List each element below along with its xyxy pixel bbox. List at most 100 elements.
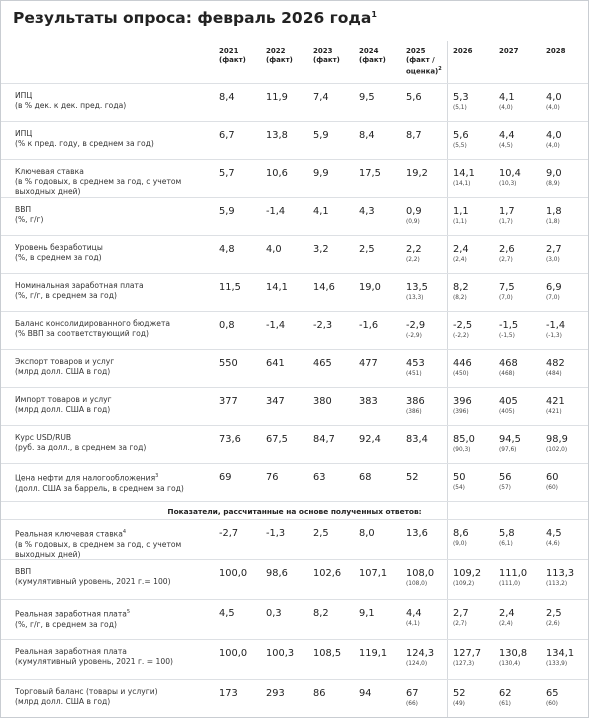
row-unit: (кумулятивный уровень, 2021 г. = 100) <box>15 657 173 666</box>
row-label-block: Реальная ключевая ставка4 (в % годовых, в… <box>15 527 205 560</box>
cell-value: 94 <box>359 688 372 699</box>
cell-note: (4,6) <box>546 541 560 547</box>
cell-value: 5,7 <box>219 168 235 179</box>
cell-note: (124,0) <box>406 661 428 667</box>
row-label: ИПЦ <box>15 91 205 101</box>
cell-value: 2,2 <box>406 244 422 255</box>
row-unit: (млрд долл. США в год) <box>15 405 111 414</box>
cell-value: 2,5 <box>313 528 329 539</box>
cell-note: (61) <box>499 701 511 707</box>
table-row: Цена нефти для налогообложения3 (долл. СШ… <box>1 463 588 502</box>
cell-note: (-2,2) <box>453 333 469 339</box>
header-sub: (факт / оценка)2 <box>406 56 452 76</box>
row-label-text: ИПЦ <box>15 91 33 100</box>
row-label-text: ИПЦ <box>15 129 33 138</box>
cell-value: 347 <box>266 396 285 407</box>
cell-value: 2,7 <box>453 608 469 619</box>
cell-value: 9,9 <box>313 168 329 179</box>
row-label: Уровень безработицы <box>15 243 205 253</box>
cell-note: (-1,3) <box>546 333 562 339</box>
cell-note: (421) <box>546 409 562 415</box>
cell-note: (5,5) <box>453 143 467 149</box>
row-unit: (долл. США за баррель, в среднем за год) <box>15 483 184 493</box>
cell-note: (14,1) <box>453 181 471 187</box>
row-unit: (руб. за долл., в среднем за год) <box>15 443 147 452</box>
table-row: Импорт товаров и услуг (млрд долл. США в … <box>1 387 588 426</box>
row-label: ИПЦ <box>15 129 205 139</box>
cell-value: 8,4 <box>359 130 375 141</box>
cell-note: (54) <box>453 485 465 491</box>
cell-value: 92,4 <box>359 434 381 445</box>
cell-value: 100,0 <box>219 568 248 579</box>
cell-value: 383 <box>359 396 378 407</box>
cell-note: (109,2) <box>453 581 475 587</box>
cell-value: 5,9 <box>219 206 235 217</box>
cell-value: 8,2 <box>453 282 469 293</box>
divider <box>447 41 448 717</box>
cell-value: 641 <box>266 358 285 369</box>
cell-value: 2,6 <box>499 244 515 255</box>
row-label-text: Номинальная заработная плата <box>15 281 144 290</box>
cell-value: 446 <box>453 358 472 369</box>
cell-value: 0,3 <box>266 608 282 619</box>
column-header: 2023 (факт) <box>313 47 359 65</box>
row-label-block: ВВП (кумулятивный уровень, 2021 г.= 100) <box>15 567 205 587</box>
cell-note: (97,6) <box>499 447 517 453</box>
column-header: 2024 (факт) <box>359 47 405 65</box>
cell-value: 13,6 <box>406 528 428 539</box>
row-label-block: Баланс консолидированного бюджета (% ВВП … <box>15 319 205 339</box>
cell-note: (-1,5) <box>499 333 515 339</box>
cell-value: 108,0 <box>406 568 435 579</box>
row-unit: (в % годовых, в среднем за год, с учетом… <box>15 177 182 196</box>
row-label-text: Уровень безработицы <box>15 243 103 252</box>
table-row: ВВП (кумулятивный уровень, 2021 г.= 100) 1… <box>1 559 588 600</box>
row-unit: (млрд долл. США в год) <box>15 367 111 376</box>
cell-value: -2,3 <box>313 320 333 331</box>
row-label-block: ИПЦ (% к пред. году, в среднем за год) <box>15 129 205 149</box>
cell-note: (108,0) <box>406 581 428 587</box>
row-unit: (кумулятивный уровень, 2021 г.= 100) <box>15 577 171 586</box>
cell-value: 9,0 <box>546 168 562 179</box>
header-sub-text: (факт) <box>359 56 386 64</box>
row-unit: (%, г/г, в среднем за год) <box>15 291 117 300</box>
cell-value: 73,6 <box>219 434 241 445</box>
cell-value: 69 <box>219 472 232 483</box>
table-row: Ключевая ставка (в % годовых, в среднем з… <box>1 159 588 198</box>
cell-note: (4,5) <box>499 143 513 149</box>
cell-value: 8,2 <box>313 608 329 619</box>
cell-note: (-2,9) <box>406 333 422 339</box>
cell-value: 5,6 <box>453 130 469 141</box>
column-header: 2022 (факт) <box>266 47 312 65</box>
row-label: ВВП <box>15 205 205 215</box>
cell-value: 421 <box>546 396 565 407</box>
cell-value: 2,5 <box>359 244 375 255</box>
cell-value: 4,8 <box>219 244 235 255</box>
row-unit: (% к пред. году, в среднем за год) <box>15 139 154 148</box>
cell-value: -2,5 <box>453 320 473 331</box>
row-label-text: Экспорт товаров и услуг <box>15 357 115 366</box>
column-header: 2025 (факт / оценка)2 <box>406 47 452 76</box>
cell-value: 1,8 <box>546 206 562 217</box>
table-row: ВВП (%, г/г) 5,9 -1,4 4,1 4,3 0,9 (0,9) 1,1 (1,1)… <box>1 197 588 236</box>
row-label: Торговый баланс (товары и услуги) <box>15 687 205 697</box>
cell-value: 130,8 <box>499 648 528 659</box>
footnote-mark: 1 <box>371 9 377 19</box>
row-label: Баланс консолидированного бюджета <box>15 319 205 329</box>
cell-value: 2,4 <box>453 244 469 255</box>
cell-note: (0,9) <box>406 219 420 225</box>
cell-value: 1,1 <box>453 206 469 217</box>
cell-note: (60) <box>546 701 558 707</box>
section-header: Показатели, рассчитанные на основе получ… <box>1 501 588 520</box>
cell-value: 109,2 <box>453 568 482 579</box>
cell-value: -1,6 <box>359 320 379 331</box>
row-label-block: Номинальная заработная плата (%, г/г, в с… <box>15 281 205 301</box>
cell-note: (102,0) <box>546 447 568 453</box>
cell-value: 453 <box>406 358 425 369</box>
row-label: Реальная заработная плата <box>15 647 205 657</box>
header-year: 2024 <box>359 47 379 55</box>
footnote-mark: 2 <box>438 66 442 72</box>
row-label: Импорт товаров и услуг <box>15 395 205 405</box>
cell-value: 4,0 <box>546 130 562 141</box>
cell-value: 119,1 <box>359 648 388 659</box>
